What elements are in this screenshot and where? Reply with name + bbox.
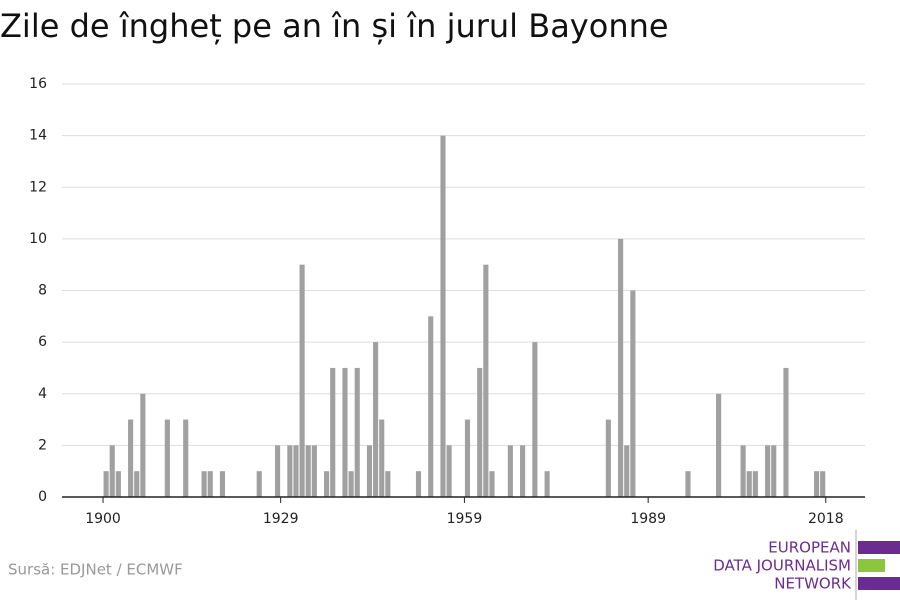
bar — [783, 367, 789, 497]
logo-text: NETWORK — [774, 575, 852, 593]
logo-text: EUROPEAN — [768, 539, 851, 557]
bar — [752, 471, 758, 497]
y-tick-label: 16 — [29, 76, 47, 92]
bar — [483, 264, 489, 497]
bar — [140, 393, 146, 497]
bar — [630, 290, 636, 497]
x-tick-label: 1959 — [447, 511, 483, 527]
y-tick-label: 6 — [38, 334, 47, 350]
bar — [354, 367, 360, 497]
logo-bar — [858, 577, 900, 590]
bar — [103, 471, 109, 497]
logo-text: DATA JOURNALISM — [713, 557, 851, 575]
bar — [415, 471, 422, 497]
logo-bar — [858, 559, 885, 572]
x-tick-label: 1900 — [85, 511, 121, 527]
y-tick-label: 4 — [38, 386, 47, 402]
bar — [379, 419, 385, 497]
bar — [109, 445, 115, 497]
bar — [685, 471, 691, 497]
bar — [520, 445, 526, 497]
bar — [115, 471, 121, 497]
bar — [311, 445, 317, 497]
logo-bar — [858, 541, 900, 554]
bar — [373, 342, 379, 497]
bar — [324, 471, 330, 497]
bar — [746, 471, 752, 497]
bar — [446, 445, 452, 497]
bar — [605, 419, 611, 497]
y-tick-label: 2 — [38, 437, 47, 453]
bar — [164, 419, 170, 497]
y-tick-label: 14 — [29, 128, 47, 144]
bar — [507, 445, 513, 497]
source: Sursă: EDJNet / ECMWF — [8, 561, 183, 579]
bar — [771, 445, 777, 497]
bar — [330, 367, 336, 497]
bar — [464, 419, 471, 497]
bar — [532, 342, 538, 497]
x-tick-label: 1989 — [630, 511, 666, 527]
bar — [618, 238, 624, 497]
bar — [428, 316, 434, 497]
bar — [134, 471, 140, 497]
bar — [740, 445, 746, 497]
bar — [342, 367, 348, 497]
bar — [299, 264, 305, 497]
bar — [207, 471, 213, 497]
y-tick-label: 0 — [38, 489, 47, 505]
x-tick-label: 2018 — [808, 511, 844, 527]
bar — [440, 135, 446, 497]
bar — [477, 367, 483, 497]
bar — [287, 445, 293, 497]
bar — [716, 393, 722, 497]
logo: EUROPEAN DATA JOURNALISM NETWORK — [713, 530, 900, 600]
x-tick-label: 1929 — [263, 511, 299, 527]
y-tick-label: 8 — [38, 283, 47, 299]
y-tick-label: 10 — [29, 231, 47, 247]
bar — [385, 471, 391, 497]
y-tick-label: 12 — [29, 179, 47, 195]
bar — [128, 419, 134, 497]
bar — [814, 471, 820, 497]
bar — [624, 445, 630, 497]
bar — [183, 419, 189, 497]
bar — [820, 471, 826, 497]
bar — [219, 471, 226, 497]
bar — [256, 471, 262, 497]
bar — [348, 471, 354, 497]
bar — [293, 445, 299, 497]
bar — [275, 445, 281, 497]
bar — [201, 471, 207, 497]
bar — [305, 445, 311, 497]
bar — [544, 471, 550, 497]
bar — [489, 471, 495, 497]
bar — [765, 445, 771, 497]
chart-title: Zile de îngheț pe an în și în jurul Bayo… — [0, 7, 669, 45]
bar — [366, 445, 373, 497]
